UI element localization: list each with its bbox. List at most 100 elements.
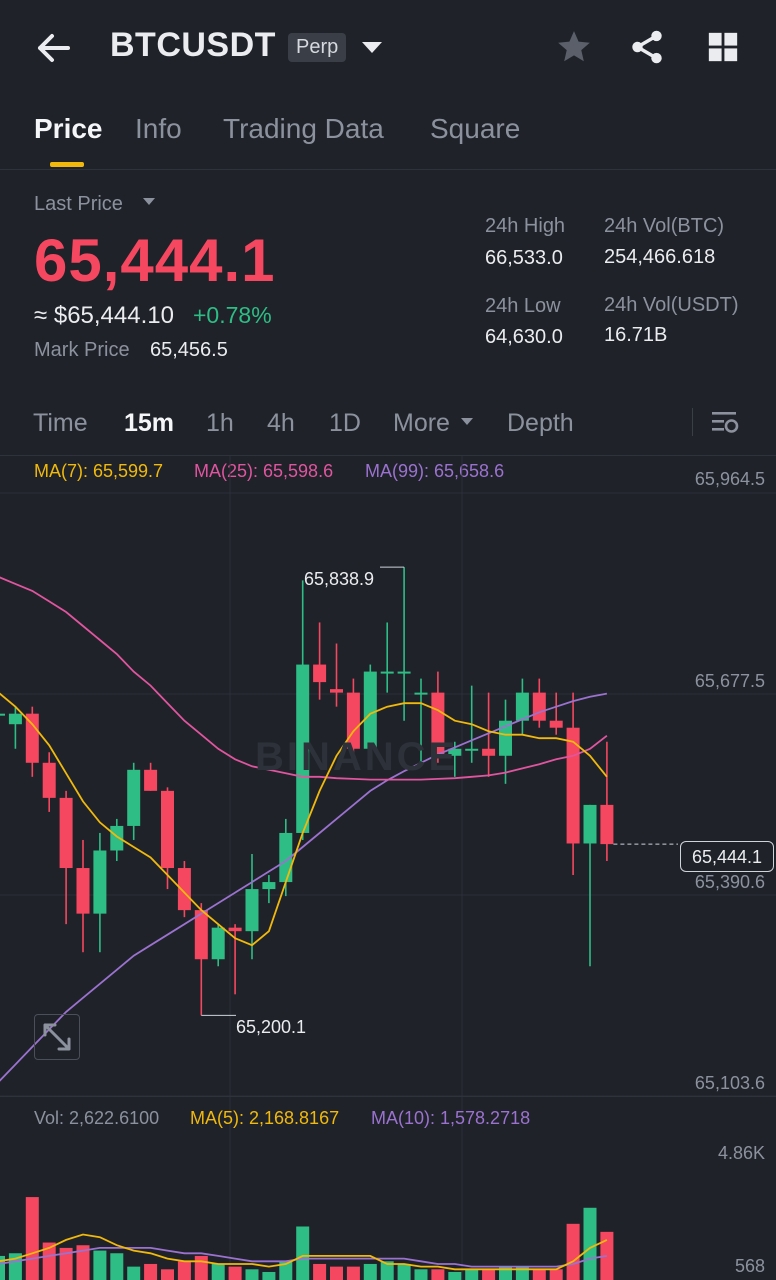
more-caret-icon <box>461 418 473 425</box>
divider <box>0 169 776 170</box>
ma99-line <box>0 692 608 1082</box>
symbol-dropdown[interactable] <box>360 40 384 61</box>
candle-body <box>25 713 39 763</box>
chart-settings-icon <box>712 412 739 433</box>
favorite-button[interactable] <box>555 28 593 71</box>
volume-bar <box>346 1266 360 1280</box>
interval-4h[interactable]: 4h <box>267 409 295 437</box>
volume-bar <box>330 1266 343 1280</box>
interval-1h[interactable]: 1h <box>206 409 234 437</box>
volume-bar <box>482 1269 496 1280</box>
volume-bar <box>397 1263 411 1280</box>
vol-btc-value: 254,466.618 <box>604 246 716 268</box>
ma25-line <box>0 576 608 781</box>
volume-bar <box>279 1261 293 1280</box>
low-label: 24h Low <box>485 295 561 317</box>
ma7-line <box>0 692 608 947</box>
volume-bar <box>363 1263 377 1280</box>
low-annotation: 65,200.1 <box>236 1017 307 1037</box>
candle-body <box>448 748 462 756</box>
last-price: 65,444.1 <box>34 227 276 294</box>
volume-bar <box>380 1261 394 1280</box>
watermark: BINANCE <box>255 735 459 779</box>
candle-body <box>499 720 512 756</box>
candle-body <box>262 882 276 890</box>
volume-bar <box>465 1269 479 1280</box>
expand-icon <box>43 1023 71 1051</box>
divider <box>0 455 776 456</box>
interval-depth[interactable]: Depth <box>507 409 574 437</box>
candle-body <box>330 689 343 693</box>
volume-bar <box>76 1245 90 1280</box>
vol-btc-label: 24h Vol(BTC) <box>604 215 725 237</box>
candle-body <box>380 671 394 674</box>
current-price-tag: 65,444.1 <box>680 841 774 872</box>
candle-body <box>583 804 597 844</box>
low-value: 64,630.0 <box>485 326 563 348</box>
mark-price: 65,456.5 <box>150 339 228 361</box>
volume-bar <box>549 1269 563 1280</box>
candle-body <box>600 804 614 845</box>
candle-body <box>8 713 22 725</box>
tab-trading-data[interactable]: Trading Data <box>223 113 384 144</box>
volume-bar <box>583 1207 597 1280</box>
vol-legend: Vol: 2,622.6100 <box>34 1108 160 1128</box>
price-axis-label: 65,677.5 <box>694 671 765 691</box>
volume-axis-label: 4.86K <box>717 1143 765 1163</box>
candle-body <box>76 868 90 914</box>
volume-bar <box>93 1250 107 1280</box>
volume-bar <box>262 1271 276 1280</box>
vol-ma5-line <box>0 1233 608 1271</box>
candle-body <box>532 692 546 721</box>
volume-bar <box>313 1263 327 1280</box>
candle-body <box>549 720 563 728</box>
volume-bar <box>110 1253 124 1280</box>
tab-square[interactable]: Square <box>430 113 521 144</box>
candle-body <box>161 790 174 869</box>
tab-info[interactable]: Info <box>135 113 182 144</box>
usd-value: ≈ $65,444.10 <box>34 302 174 329</box>
interval-1d[interactable]: 1D <box>329 409 361 437</box>
chart-settings-button[interactable] <box>709 408 741 443</box>
candle-body <box>194 910 208 960</box>
candle-body <box>59 797 73 869</box>
volume-axis-label: 568 <box>734 1256 765 1276</box>
volume-bar <box>0 1255 5 1280</box>
menu-button[interactable] <box>706 30 740 69</box>
share-button[interactable] <box>628 28 666 71</box>
interval-15m[interactable]: 15m <box>124 409 175 437</box>
candle-body <box>144 769 158 791</box>
last-price-caret-icon[interactable] <box>142 197 156 207</box>
back-button[interactable] <box>34 28 74 68</box>
fullscreen-button[interactable] <box>34 1014 80 1060</box>
ma7-legend: MA(7): 65,599.7 <box>34 461 164 481</box>
star-icon <box>558 31 590 62</box>
volume-bar <box>448 1271 462 1280</box>
candle-body <box>515 692 529 721</box>
vol-usdt-value: 16.71B <box>604 324 668 346</box>
volume-bar <box>296 1226 310 1280</box>
active-tab-indicator <box>50 162 84 167</box>
candle-body <box>42 762 56 798</box>
volume-bar <box>228 1266 242 1280</box>
tab-price[interactable]: Price <box>34 113 103 144</box>
candle-body <box>245 889 259 932</box>
ma99-legend: MA(99): 65,658.6 <box>365 461 505 481</box>
volume-bar <box>59 1247 73 1280</box>
interval-time[interactable]: Time <box>33 409 88 437</box>
high-value: 66,533.0 <box>485 247 563 269</box>
candle-body <box>465 748 479 751</box>
interval-more[interactable]: More <box>393 409 450 437</box>
candle-body <box>127 769 141 826</box>
price-axis-label: 65,390.6 <box>694 872 765 892</box>
vol-ma10-legend: MA(10): 1,578.2718 <box>371 1108 531 1128</box>
symbol-title[interactable]: BTCUSDT <box>110 26 276 64</box>
last-price-label[interactable]: Last Price <box>34 193 123 215</box>
volume-bar <box>245 1269 259 1280</box>
divider <box>0 1096 776 1097</box>
candle-body <box>228 927 242 932</box>
candle-body <box>93 850 107 914</box>
candle-body <box>211 927 225 960</box>
candle-body <box>110 825 124 851</box>
